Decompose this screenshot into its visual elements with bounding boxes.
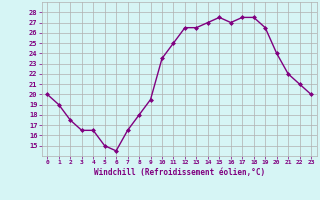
X-axis label: Windchill (Refroidissement éolien,°C): Windchill (Refroidissement éolien,°C) — [94, 168, 265, 177]
